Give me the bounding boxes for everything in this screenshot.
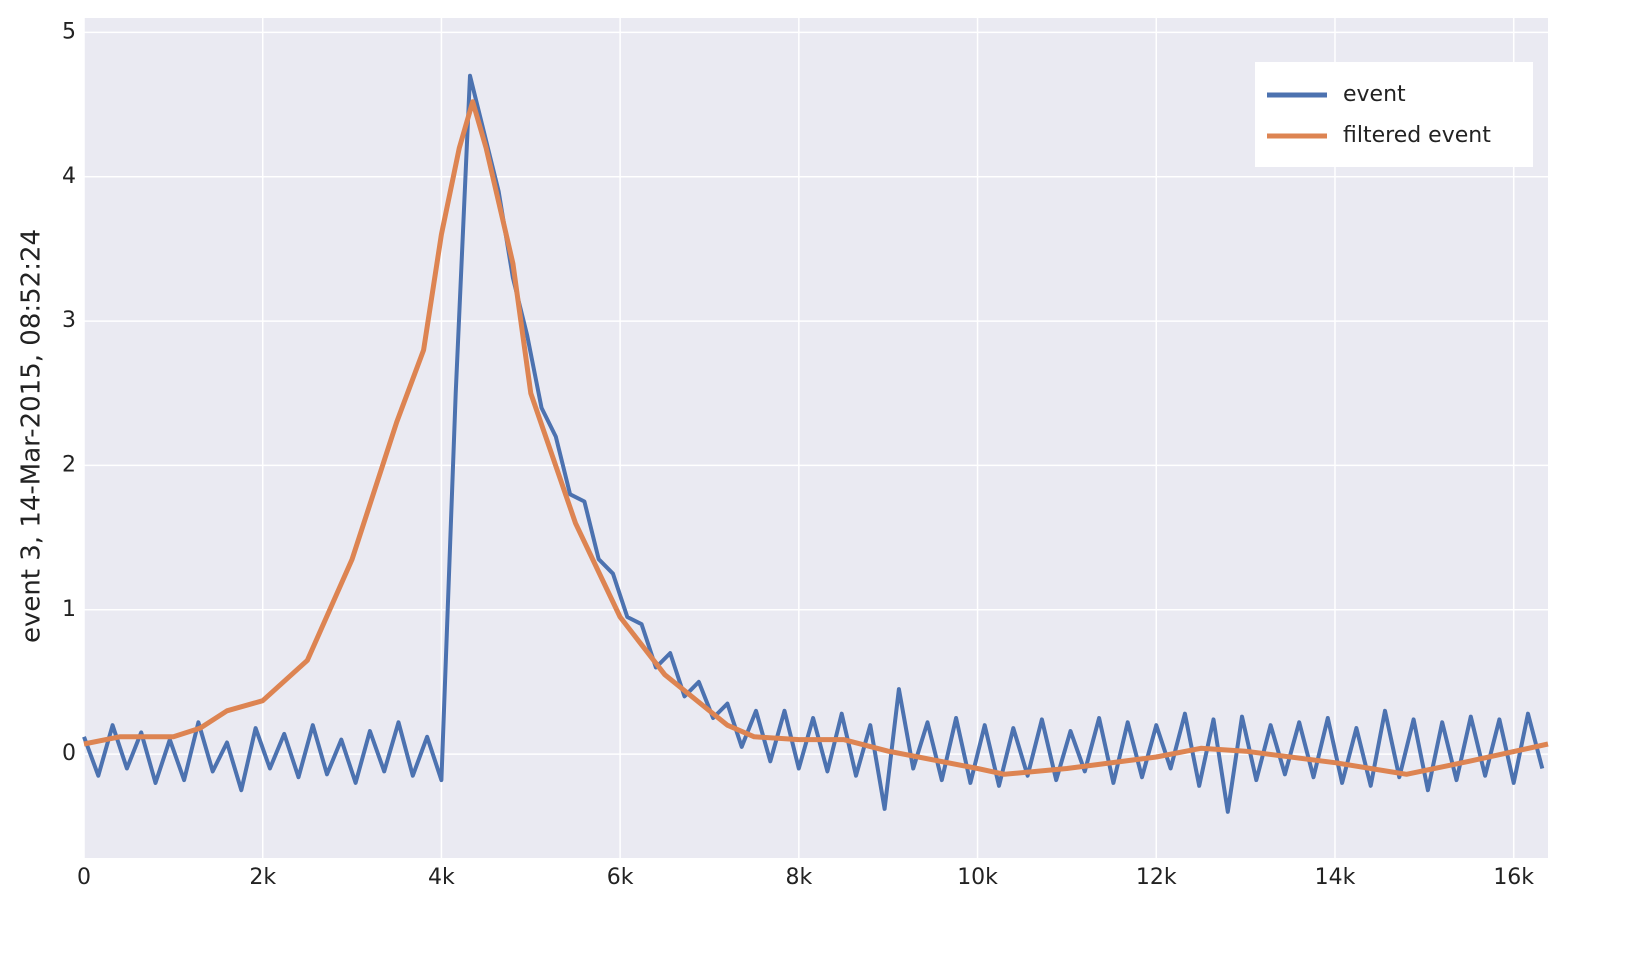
legend-label: filtered event — [1343, 123, 1491, 148]
x-tick-label: 6k — [607, 865, 634, 890]
x-tick-label: 14k — [1315, 865, 1356, 890]
x-tick-label: 0 — [77, 865, 91, 890]
x-tick-label: 8k — [785, 865, 812, 890]
y-tick-label: 0 — [62, 741, 76, 766]
y-tick-label: 3 — [62, 308, 76, 333]
x-tick-label: 4k — [428, 865, 455, 890]
x-tick-label: 12k — [1136, 865, 1177, 890]
x-tick-label: 16k — [1493, 865, 1534, 890]
y-axis-title: event 3, 14-Mar-2015, 08:52:24 — [17, 229, 47, 643]
legend-label: event — [1343, 82, 1406, 107]
legend-box — [1255, 62, 1533, 167]
series-line — [82, 73, 1545, 814]
y-tick-label: 4 — [62, 164, 76, 189]
series-line — [83, 99, 1549, 777]
y-tick-label: 1 — [62, 597, 76, 622]
x-tick-label: 2k — [249, 865, 276, 890]
x-tick-label: 10k — [957, 865, 998, 890]
y-tick-label: 2 — [62, 452, 76, 477]
y-tick-label: 5 — [62, 19, 76, 44]
